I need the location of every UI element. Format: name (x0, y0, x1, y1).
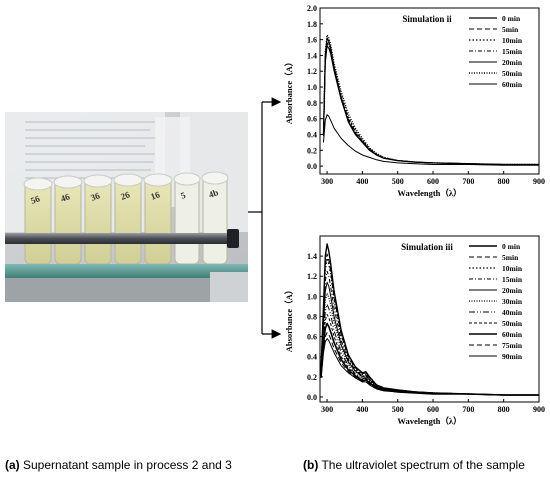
y-tick-label: 1.0 (307, 292, 317, 301)
x-tick-label: 500 (392, 405, 404, 414)
y-tick-label: 0.2 (307, 146, 317, 155)
x-tick-label: 800 (498, 177, 510, 186)
series-line-60min (323, 114, 539, 166)
x-tick-label: 700 (462, 177, 474, 186)
y-tick-label: 0.0 (307, 162, 317, 171)
y-tick-label: 1.0 (307, 83, 317, 92)
x-axis-label: Wavelength（λ） (397, 188, 461, 198)
y-axis-label: Absorbance（A） (284, 58, 294, 125)
chart-simulation-ii: 0.0 0.2 0.4 0.6 0.8 1.0 1.2 1.4 1.6 1.8 2.0 300 400 5… (284, 4, 545, 198)
legend-entry: 40min (502, 308, 523, 317)
y-tick-label: 0.8 (307, 312, 317, 321)
plot-frame (319, 7, 540, 175)
sample-photo-drawing: 56 46 36 26 16 5 4b (5, 112, 248, 302)
x-tick-label: 600 (427, 177, 439, 186)
series-line-30min (320, 292, 539, 396)
legend-entry: 10min (502, 36, 523, 45)
series-line-20min (323, 45, 539, 165)
x-tick-label: 800 (498, 405, 510, 414)
y-tick-label: 0.6 (307, 333, 317, 342)
y-tick-label: 1.2 (307, 272, 317, 281)
legend-entry: 90min (502, 352, 523, 361)
x-tick-label: 900 (533, 405, 545, 414)
chart-title: Simulation ii (402, 14, 452, 24)
y-tick-label: 1.4 (307, 252, 317, 261)
y-tick-label: 0.0 (307, 393, 317, 402)
tube-label: 4b (207, 187, 219, 200)
series-line-90min (320, 338, 539, 396)
tube-label: 36 (89, 190, 101, 203)
legend-entry: 30min (502, 297, 523, 306)
caption-b-tag: (b) (303, 458, 319, 472)
series-line-15min (320, 270, 539, 396)
x-tick-label: 300 (321, 177, 333, 186)
legend-entry: 5min (502, 25, 519, 34)
caption-b-text: The ultraviolet spectrum of the sample (318, 458, 525, 472)
legend-entry: 15min (502, 47, 523, 56)
legend-entry: 20min (502, 286, 523, 295)
x-tick-label: 300 (321, 405, 333, 414)
legend-entry: 15min (502, 275, 523, 284)
y-tick-label: 1.2 (307, 67, 317, 76)
legend-entry: 5min (502, 253, 519, 262)
caption-a: (a) Supernatant sample in process 2 and … (5, 458, 232, 472)
tube-label: 56 (29, 193, 41, 206)
y-tick-label: 1.8 (307, 20, 317, 29)
legend-entry: 50min (502, 69, 523, 78)
legend-entry: 60min (502, 80, 523, 89)
y-tick-label: 0.2 (307, 373, 317, 382)
legend-entry: 20min (502, 58, 523, 67)
chart-title: Simulation iii (401, 242, 453, 252)
connector-arrows (248, 97, 282, 339)
caption-a-text: Supernatant sample in process 2 and 3 (19, 458, 232, 472)
legend-entry: 0 min (502, 14, 521, 23)
legend-box (467, 239, 538, 363)
legend-entry: 10min (502, 264, 523, 273)
tube-label: 46 (59, 191, 71, 204)
legend-entry: 50min (502, 319, 523, 328)
sample-photo: 56 46 36 26 16 5 4b (5, 112, 248, 302)
x-axis-label: Wavelength（λ） (397, 416, 461, 426)
x-tick-label: 700 (462, 405, 474, 414)
y-tick-label: 0.8 (307, 99, 317, 108)
y-tick-label: 0.4 (307, 353, 317, 362)
x-tick-label: 900 (533, 177, 545, 186)
plot-frame (319, 235, 540, 403)
tube-label: 26 (119, 189, 131, 202)
series-line-50min (322, 34, 539, 166)
series-line-40min (320, 303, 539, 396)
tube-label: 16 (149, 189, 161, 202)
caption-a-tag: (a) (5, 458, 20, 472)
x-tick-label: 600 (427, 405, 439, 414)
x-tick-label: 500 (392, 177, 404, 186)
y-axis-label: Absorbance（A） (284, 286, 294, 353)
x-tick-label: 400 (356, 405, 368, 414)
y-tick-label: 1.4 (307, 51, 317, 60)
legend-entry: 60min (502, 330, 523, 339)
x-tick-label: 400 (356, 177, 368, 186)
legend-entry: 75min (502, 341, 523, 350)
caption-b: (b) The ultraviolet spectrum of the samp… (303, 458, 525, 472)
y-tick-label: 0.6 (307, 115, 317, 124)
legend-entry: 0 min (502, 242, 521, 251)
y-tick-label: 2.0 (307, 4, 317, 13)
y-tick-label: 0.4 (307, 130, 317, 139)
tube-label: 5 (179, 190, 187, 201)
y-tick-label: 1.6 (307, 36, 317, 45)
chart-simulation-iii: 0.0 0.2 0.4 0.6 0.8 1.0 1.2 1.4 300 400 500 600 700 8… (284, 235, 545, 426)
